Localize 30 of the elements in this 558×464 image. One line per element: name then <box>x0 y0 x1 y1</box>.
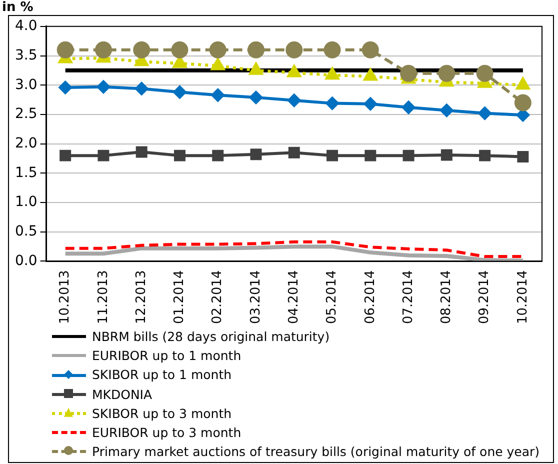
y-tick-label: 2.0 <box>15 135 38 152</box>
y-tick-label: 2.5 <box>15 106 38 122</box>
legend-label: EURIBOR up to 3 month <box>92 424 242 442</box>
x-tick-label: 06.2014 <box>362 270 378 324</box>
legend-label: NBRM bills (28 days original maturity) <box>92 328 330 346</box>
x-tick-label: 07.2014 <box>400 270 416 324</box>
y-tick-label: 0.5 <box>15 224 38 240</box>
y-tick-label: 3.5 <box>15 47 38 64</box>
x-tick-label: 11.2013 <box>96 270 111 324</box>
legend-label: Primary market auctions of treasury bills (original maturity of one year) <box>92 443 540 462</box>
y-tick-label: 3.0 <box>15 76 38 93</box>
y-tick-label: 1.5 <box>15 164 38 181</box>
legend-label: SKIBOR up to 3 month <box>92 404 232 423</box>
legend-label: EURIBOR up to 1 month <box>92 347 242 366</box>
x-tick-label: 08.2014 <box>439 270 454 324</box>
x-tick-label: 01.2014 <box>172 270 188 324</box>
x-tick-label: 12.2013 <box>134 270 149 324</box>
y-axis-title: in % <box>2 0 34 15</box>
x-tick-label: 02.2014 <box>210 270 226 324</box>
x-tick-label: 04.2014 <box>286 270 302 324</box>
x-tick-label: 03.2014 <box>248 270 264 324</box>
legend-label: SKIBOR up to 1 month <box>92 366 232 384</box>
legend-label: MKDONIA <box>92 386 152 404</box>
x-tick-label: 10.2014 <box>515 270 530 324</box>
y-tick-label: 1.0 <box>15 194 38 210</box>
x-tick-label: 10.2013 <box>58 270 73 324</box>
x-tick-label: 09.2014 <box>477 270 492 324</box>
y-tick-label: 4.0 <box>15 18 38 34</box>
x-tick-label: 05.2014 <box>324 270 340 324</box>
y-tick-label: 0.0 <box>15 252 38 269</box>
